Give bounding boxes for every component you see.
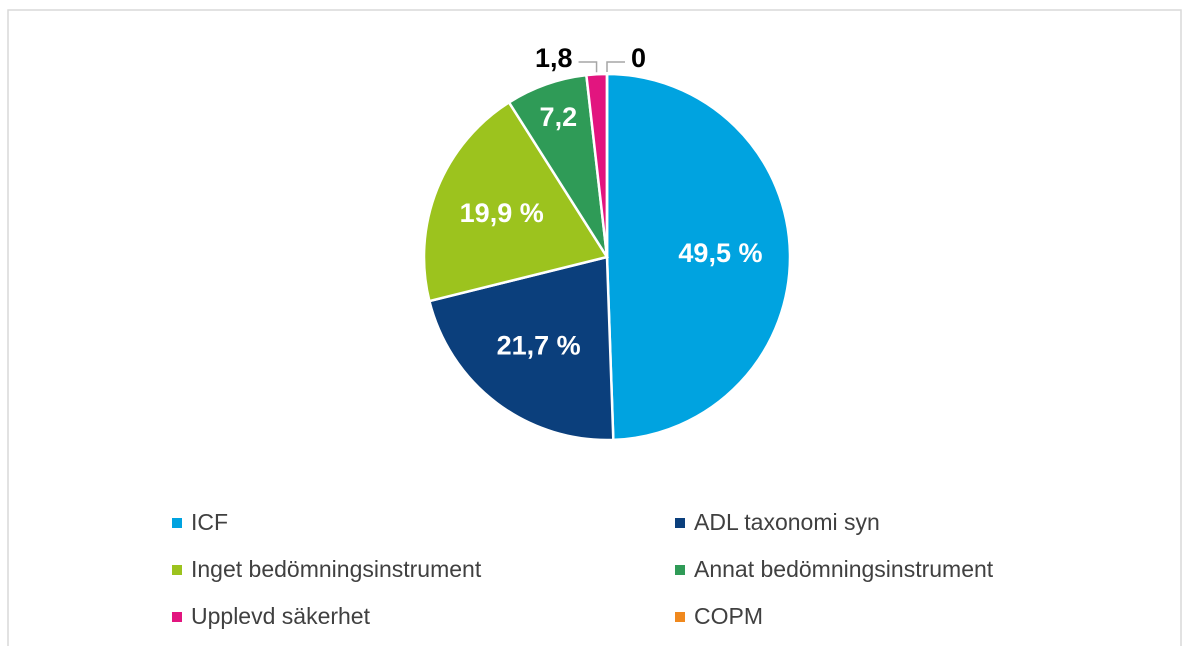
legend-swatch	[172, 565, 182, 575]
pie-slice	[605, 72, 792, 442]
legend-label: COPM	[694, 603, 763, 629]
chart-frame	[7, 9, 1182, 646]
leader-line	[578, 61, 598, 73]
pie-slice	[422, 100, 609, 303]
data-label: 21,7 %	[497, 331, 581, 361]
leader-line	[606, 61, 625, 72]
legend-swatch	[675, 518, 685, 528]
legend-swatch	[172, 612, 182, 622]
legend-swatch	[675, 612, 685, 622]
data-label: 49,5 %	[678, 238, 762, 268]
pie-slice	[427, 255, 615, 442]
data-label: 0	[631, 43, 646, 73]
legend-label: ICF	[191, 509, 228, 535]
legend-label: Inget bedömningsinstrument	[191, 556, 482, 582]
legend-label: Upplevd säkerhet	[191, 603, 371, 629]
legend-swatch	[675, 565, 685, 575]
legend-label: Annat bedömningsinstrument	[694, 556, 994, 582]
data-label: 7,2	[540, 102, 578, 132]
legend-label: ADL taxonomi syn	[694, 509, 880, 535]
data-label: 1,8	[535, 43, 573, 73]
legend-swatch	[172, 518, 182, 528]
data-label: 19,9 %	[460, 198, 544, 228]
